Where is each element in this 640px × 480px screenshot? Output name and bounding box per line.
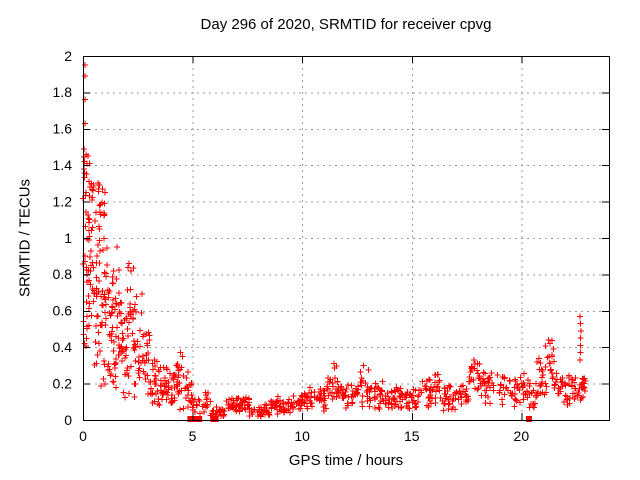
- x-tick-label: 0: [79, 428, 87, 444]
- zero-gap-squares: [187, 416, 533, 422]
- x-axis-label: GPS time / hours: [288, 452, 404, 469]
- x-tick-label: 15: [404, 428, 420, 444]
- y-tick-label: 0.2: [53, 375, 73, 391]
- zero-square-marker: [187, 416, 194, 422]
- grid-lines: [83, 56, 609, 420]
- zero-square-marker: [526, 416, 533, 422]
- axis-ticks: [83, 56, 609, 421]
- y-tick-label: 1.4: [53, 157, 73, 173]
- zero-square-marker: [196, 416, 203, 422]
- zero-square-marker: [192, 416, 199, 422]
- y-tick-label: 1.2: [53, 193, 73, 209]
- y-tick-label: 0.6: [53, 303, 73, 319]
- x-tick-label: 20: [514, 428, 530, 444]
- y-tick-label: 1.6: [53, 121, 73, 137]
- y-tick-label: 2: [64, 48, 72, 64]
- zero-square-marker: [212, 416, 219, 422]
- tick-labels: 00.20.40.60.811.21.41.61.820 5 10 15 20: [53, 48, 530, 444]
- x-tick-label: 5: [189, 428, 197, 444]
- chart-title: Day 296 of 2020, SRMTID for receiver cpv…: [200, 16, 492, 33]
- y-tick-label: 0: [64, 412, 72, 428]
- y-tick-label: 0.8: [53, 266, 73, 282]
- y-tick-label: 1: [64, 230, 72, 246]
- y-tick-label: 0.4: [53, 339, 73, 355]
- x-tick-label: 10: [294, 428, 310, 444]
- y-tick-label: 1.8: [53, 84, 73, 100]
- scatter-points: [80, 62, 589, 420]
